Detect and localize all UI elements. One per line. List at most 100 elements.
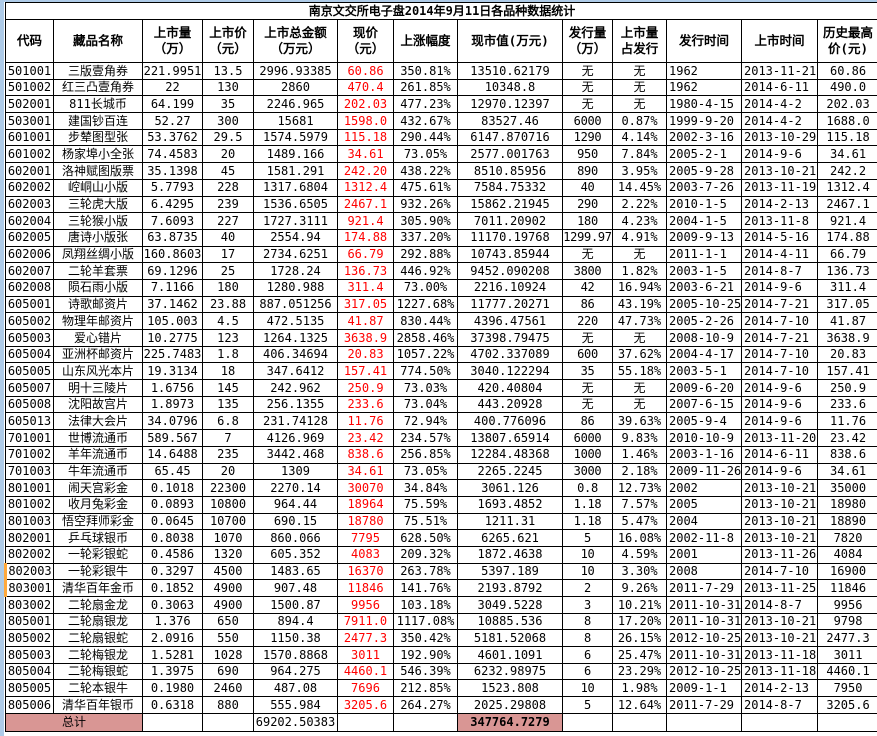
cell-issue-date[interactable]: 2005-9-4 [666,412,742,431]
cell-change-pct[interactable]: 192.90% [393,646,458,664]
cell-listing-date[interactable]: 2014-7-21 [741,329,818,347]
cell-listed-pct-of-issue[interactable]: 无 [612,95,667,114]
cell-change-pct[interactable]: 75.51% [393,512,458,531]
cell-name[interactable]: 二轮羊套票 [53,262,143,280]
cell-market-value[interactable]: 13510.62179 [457,62,563,80]
cell-listed-volume[interactable]: 6.4295 [142,195,203,214]
column-header-issue-date[interactable]: 发行时间 [666,19,742,63]
cell-issue-date[interactable]: 2009-6-20 [666,379,742,397]
cell-name[interactable]: 陨石雨小版 [53,278,143,297]
cell-listed-volume[interactable]: 34.0796 [142,412,203,431]
cell-listing-date[interactable]: 2014-9-6 [741,145,818,164]
cell-historical-high[interactable]: 838.6 [816,445,877,464]
cell-listed-total-amount[interactable]: 860.066 [253,529,338,547]
cell-listed-total-amount[interactable]: 4126.969 [253,429,338,447]
cell-issue-date[interactable]: 2010-10-9 [666,429,742,447]
cell-market-value[interactable]: 1872.4638 [457,545,563,564]
total-empty-cell[interactable] [337,712,394,732]
cell-listing-date[interactable]: 2013-11-26 [741,545,818,564]
cell-listing-date[interactable]: 2013-11-19 [741,178,818,197]
cell-listing-date[interactable]: 2014-8-7 [741,696,818,714]
cell-market-value[interactable]: 83527.46 [457,112,563,130]
cell-listed-total-amount[interactable]: 2554.94 [253,228,338,247]
cell-code[interactable]: 805002 [5,629,54,648]
cell-listed-price[interactable]: 135 [202,395,254,414]
cell-name[interactable]: 二轮梅银龙 [53,646,143,664]
cell-historical-high[interactable]: 16900 [816,562,877,581]
cell-listing-date[interactable]: 2014-7-10 [741,562,818,581]
cell-current-price[interactable]: 41.87 [337,312,394,330]
cell-name[interactable]: 清华百年银币 [53,696,143,714]
cell-listed-pct-of-issue[interactable]: 无 [612,245,667,264]
cell-issue-date[interactable]: 2009-11-26 [666,462,742,481]
cell-issue-date[interactable]: 2011-10-31 [666,646,742,664]
cell-listed-total-amount[interactable]: 1483.65 [253,562,338,581]
cell-listing-date[interactable]: 2013-10-21 [741,512,818,531]
cell-listed-pct-of-issue[interactable]: 1.46% [612,445,667,464]
cell-listed-total-amount[interactable]: 406.34694 [253,345,338,364]
cell-listed-total-amount[interactable]: 472.5135 [253,312,338,330]
cell-name[interactable]: 一轮彩银牛 [53,562,143,581]
cell-current-price[interactable]: 4460.1 [337,662,394,681]
cell-issue-volume[interactable]: 无 [562,95,613,114]
cell-change-pct[interactable]: 209.32% [393,545,458,564]
cell-listing-date[interactable]: 2014-4-2 [741,112,818,130]
cell-listed-price[interactable]: 25 [202,262,254,280]
cell-change-pct[interactable]: 73.03% [393,379,458,397]
cell-name[interactable]: 建国钞百连 [53,112,143,130]
cell-listed-volume[interactable]: 7.1166 [142,278,203,297]
cell-market-value[interactable]: 12284.48368 [457,445,563,464]
cell-change-pct[interactable]: 628.50% [393,529,458,547]
cell-code[interactable]: 605002 [5,312,54,330]
cell-listed-volume[interactable]: 65.45 [142,462,203,481]
cell-historical-high[interactable]: 7820 [816,529,877,547]
cell-current-price[interactable]: 311.4 [337,278,394,297]
cell-listed-total-amount[interactable]: 887.051256 [253,295,338,314]
cell-market-value[interactable]: 4396.47561 [457,312,563,330]
cell-historical-high[interactable]: 18890 [816,512,877,531]
cell-code[interactable]: 802002 [5,545,54,564]
cell-listed-volume[interactable]: 35.1398 [142,162,203,180]
cell-market-value[interactable]: 3061.126 [457,479,563,497]
cell-change-pct[interactable]: 73.04% [393,395,458,414]
cell-listed-pct-of-issue[interactable]: 4.59% [612,545,667,564]
cell-change-pct[interactable]: 1227.68% [393,295,458,314]
cell-name[interactable]: 二轮扇金龙 [53,596,143,614]
cell-historical-high[interactable]: 202.03 [816,95,877,114]
cell-historical-high[interactable]: 60.86 [816,62,877,80]
cell-listed-total-amount[interactable]: 242.962 [253,379,338,397]
cell-listed-pct-of-issue[interactable]: 4.14% [612,128,667,147]
cell-listed-price[interactable]: 2460 [202,679,254,698]
cell-market-value[interactable]: 443.20928 [457,395,563,414]
cell-code[interactable]: 605004 [5,345,54,364]
cell-listing-date[interactable]: 2014-6-11 [741,445,818,464]
cell-code[interactable]: 602004 [5,212,54,230]
cell-listed-pct-of-issue[interactable]: 5.47% [612,512,667,531]
cell-current-price[interactable]: 3011 [337,646,394,664]
cell-code[interactable]: 501002 [5,78,54,97]
cell-market-value[interactable]: 1523.808 [457,679,563,698]
cell-historical-high[interactable]: 41.87 [816,312,877,330]
cell-historical-high[interactable]: 3205.6 [816,696,877,714]
cell-listed-pct-of-issue[interactable]: 无 [612,62,667,80]
cell-listed-price[interactable]: 123 [202,329,254,347]
cell-listed-total-amount[interactable]: 2860 [253,78,338,97]
cell-listed-pct-of-issue[interactable]: 37.62% [612,345,667,364]
cell-market-value[interactable]: 7584.75332 [457,178,563,197]
cell-historical-high[interactable]: 34.61 [816,462,877,481]
cell-change-pct[interactable]: 141.76% [393,579,458,597]
cell-current-price[interactable]: 1312.4 [337,178,394,197]
cell-listed-price[interactable]: 690 [202,662,254,681]
cell-listing-date[interactable]: 2014-6-11 [741,78,818,97]
cell-listed-price[interactable]: 650 [202,612,254,631]
cell-listing-date[interactable]: 2014-9-6 [741,278,818,297]
cell-current-price[interactable]: 174.88 [337,228,394,247]
cell-listed-total-amount[interactable]: 231.74128 [253,412,338,431]
column-header-listed-volume[interactable]: 上市量 （万） [142,19,203,63]
cell-change-pct[interactable]: 212.85% [393,679,458,698]
cell-market-value[interactable]: 1211.31 [457,512,563,531]
cell-historical-high[interactable]: 921.4 [816,212,877,230]
cell-listed-price[interactable]: 180 [202,278,254,297]
cell-issue-volume[interactable]: 86 [562,412,613,431]
cell-listed-price[interactable]: 13.5 [202,62,254,80]
